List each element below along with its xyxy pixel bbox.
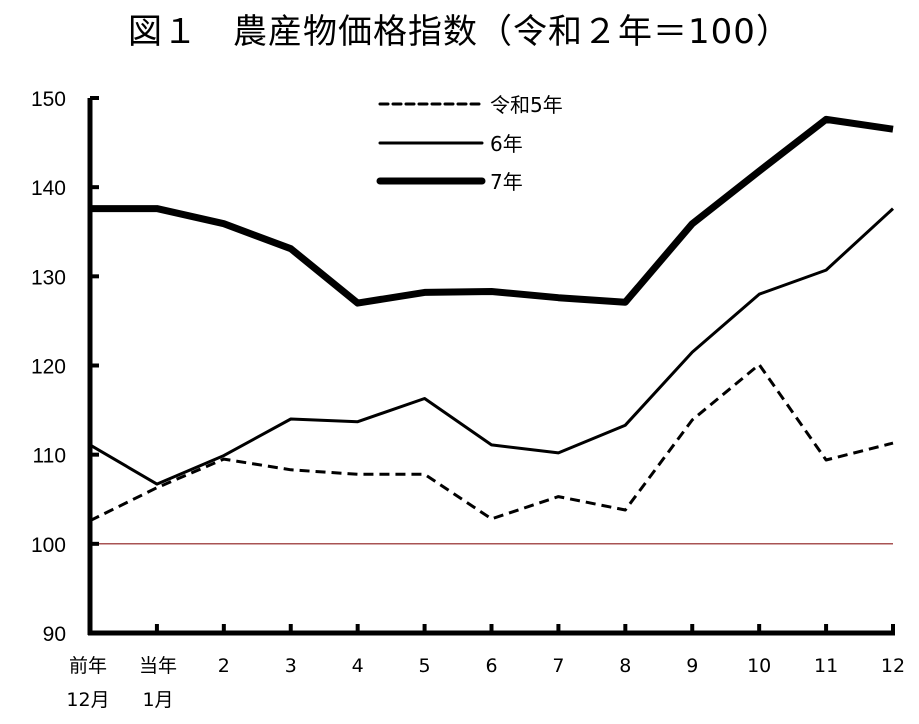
- series-line-7年: [90, 115, 894, 307]
- legend-label: 6年: [490, 132, 523, 156]
- x-tick-label: 3: [285, 655, 297, 677]
- series-line-令和5年: [89, 363, 894, 523]
- x-tick-label: 1月: [142, 689, 173, 711]
- x-tick-label: 11: [814, 655, 838, 677]
- series-lines: [89, 115, 895, 523]
- y-tick-label: 130: [31, 266, 66, 289]
- x-tick-label: 9: [686, 655, 698, 677]
- y-tick-label: 110: [33, 445, 66, 468]
- legend-label: 7年: [490, 170, 523, 194]
- x-tick-label: 7: [552, 655, 564, 677]
- x-tick-label: 4: [352, 655, 364, 677]
- chart-title: 図１ 農産物価格指数（令和２年＝100）: [128, 12, 791, 52]
- legend-label: 令和5年: [490, 93, 563, 117]
- x-tick-label: 当年: [139, 655, 177, 677]
- x-tick-label: 8: [619, 655, 631, 677]
- x-tick-label: 2: [218, 655, 230, 677]
- x-tick-label: 6: [485, 655, 497, 677]
- y-tick-label: 150: [31, 88, 66, 111]
- y-tick-label: 120: [31, 356, 66, 379]
- y-tick-label: 140: [31, 177, 66, 200]
- x-tick-label: 前年: [69, 655, 107, 677]
- x-axis-ticks: 前年 12月 当年 1月 2 3 4 5 6 7 8 9 10 11 12: [66, 624, 905, 711]
- x-tick-label: 5: [419, 655, 431, 677]
- y-tick-label: 100: [31, 534, 66, 557]
- y-tick-label: 90: [43, 623, 66, 646]
- series-line-6年: [89, 207, 895, 486]
- legend: 令和5年 6年 7年: [376, 93, 563, 194]
- x-tick-label: 10: [747, 655, 771, 677]
- y-axis-ticks: 90 100 110 120 130 140 150: [31, 88, 99, 646]
- x-tick-label: 12: [881, 655, 905, 677]
- x-tick-label: 12月: [66, 689, 109, 711]
